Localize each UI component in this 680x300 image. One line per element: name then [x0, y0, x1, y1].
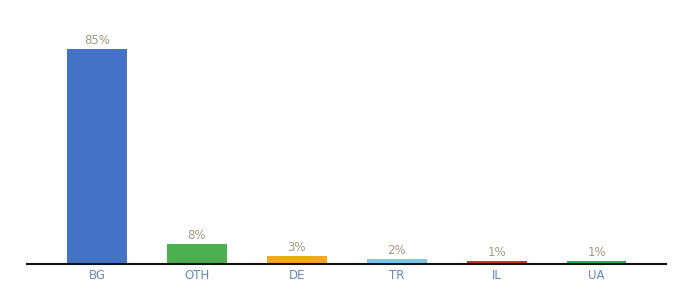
Bar [67, 49, 127, 264]
Text: 1%: 1% [587, 247, 606, 260]
Text: 1%: 1% [488, 247, 506, 260]
Bar [466, 262, 526, 264]
Text: 8%: 8% [188, 229, 206, 242]
Text: 2%: 2% [388, 244, 406, 257]
Bar [267, 256, 327, 264]
Bar [367, 259, 427, 264]
Text: 85%: 85% [84, 34, 110, 47]
Bar [566, 262, 626, 264]
Bar [167, 244, 227, 264]
Text: 3%: 3% [288, 242, 306, 254]
